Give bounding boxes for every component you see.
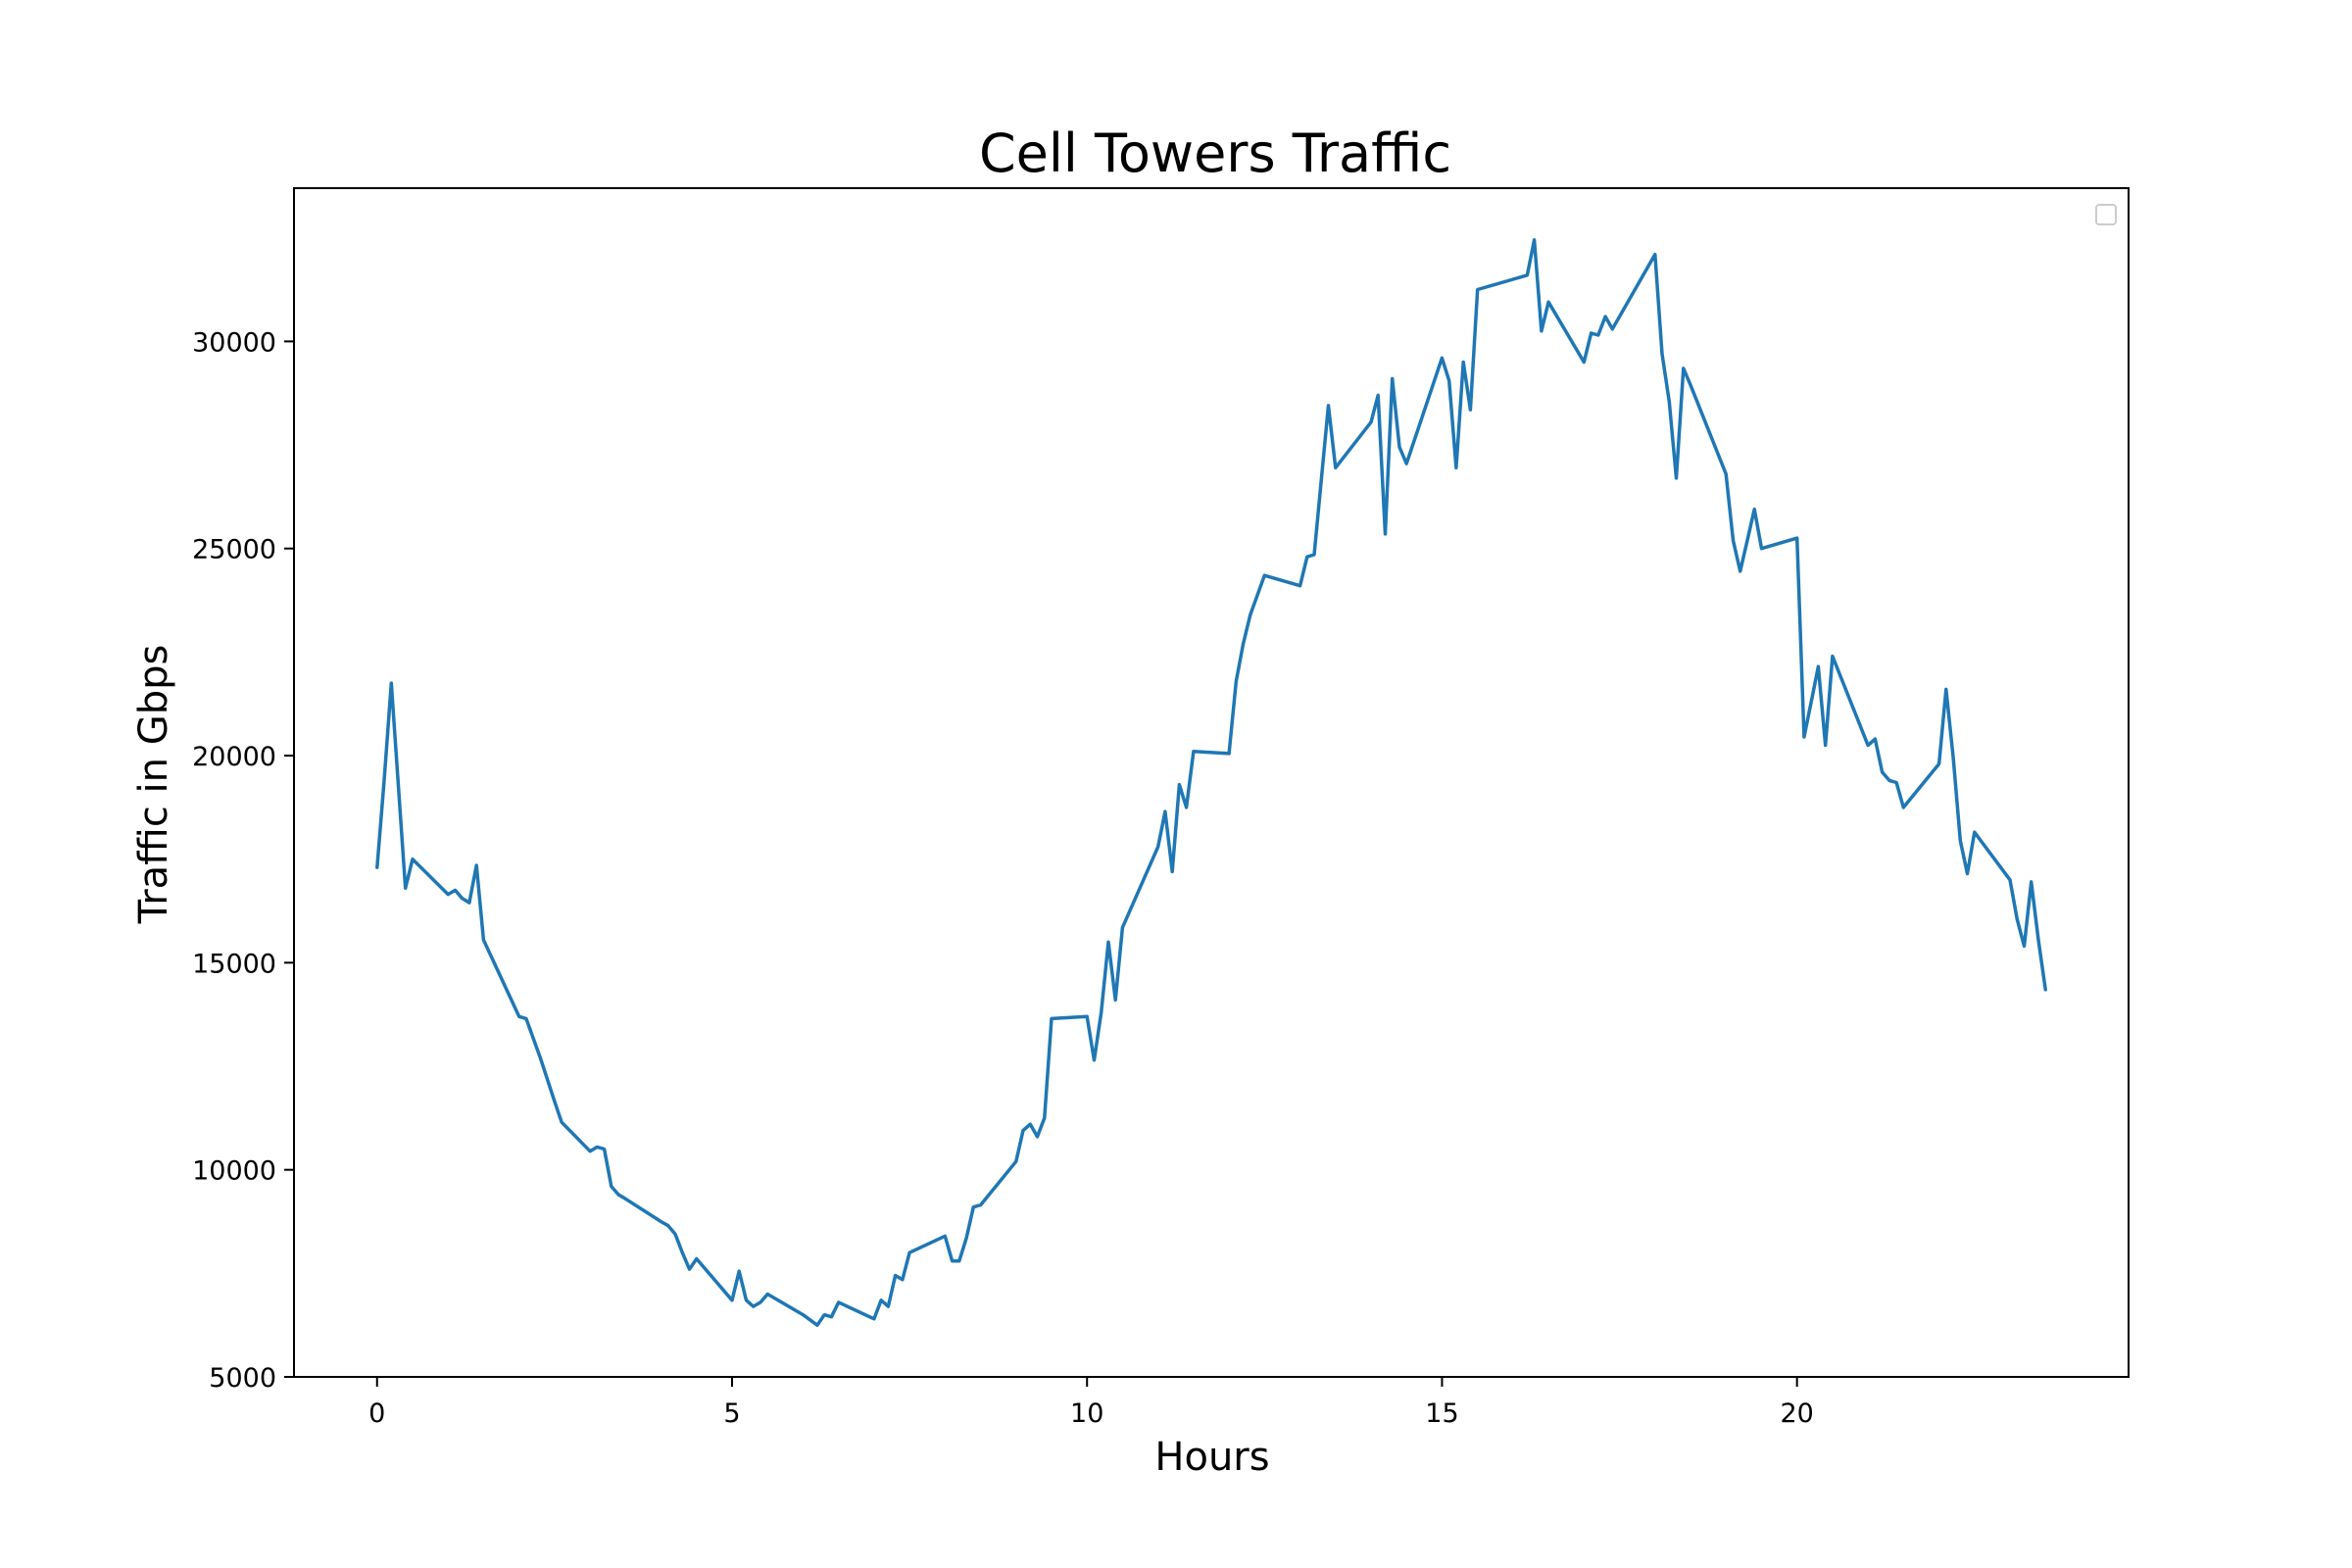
y-tick-label: 15000 [192, 949, 276, 979]
x-tick-label: 0 [368, 1398, 385, 1429]
y-tick-label: 5000 [209, 1363, 276, 1394]
chart-title: Cell Towers Traffic [979, 122, 1451, 184]
plot-frame [293, 187, 2130, 1378]
x-tick-label: 5 [723, 1398, 740, 1429]
x-axis-label: Hours [1154, 1435, 1269, 1480]
y-axis-label: Traffic in Gbps [131, 645, 176, 925]
legend-box [2095, 204, 2117, 225]
series-line [375, 238, 2047, 1327]
series-layer [375, 238, 2047, 1327]
y-axis: 5000 10000 15000 20000 25000 30000 [192, 327, 294, 1394]
y-tick-label: 25000 [192, 535, 276, 565]
y-tick-label: 30000 [192, 327, 276, 358]
y-tick-label: 20000 [192, 742, 276, 772]
x-tick-label: 10 [1070, 1398, 1103, 1429]
x-axis: 0 5 10 15 20 [368, 1377, 1814, 1429]
x-tick-label: 15 [1425, 1398, 1458, 1429]
x-tick-label: 20 [1780, 1398, 1813, 1429]
y-tick-label: 10000 [192, 1156, 276, 1187]
